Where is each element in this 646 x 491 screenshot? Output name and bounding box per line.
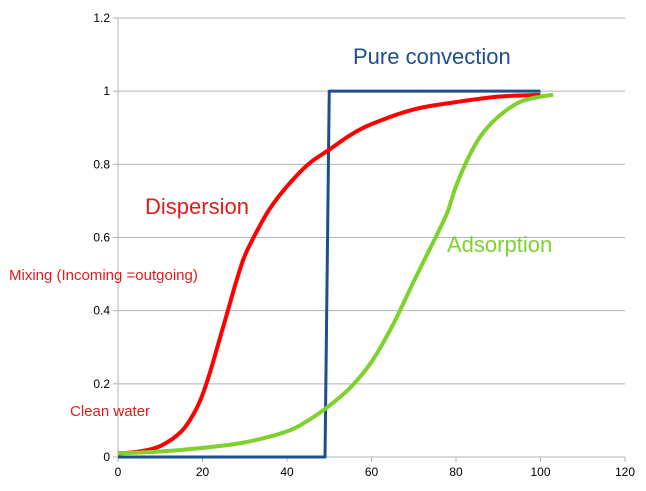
x-tick-label: 40: [280, 465, 294, 479]
y-tick-label: 1: [103, 84, 110, 98]
series-lines: [117, 89, 554, 459]
x-tick-label: 20: [196, 465, 210, 479]
y-tick-label: 0.6: [93, 231, 110, 245]
y-tick-label: 0.8: [93, 157, 110, 171]
annotation-adsorption: Adsorption: [447, 232, 552, 257]
y-tick-label: 0: [103, 450, 110, 464]
x-tick-label: 100: [530, 465, 550, 479]
annotation-clean-water: Clean water: [70, 403, 150, 420]
annotation-dispersion: Dispersion: [145, 194, 249, 219]
series-line-pure-convection: [118, 89, 541, 459]
x-tick-label: 120: [615, 465, 635, 479]
y-tick-label: 1.2: [93, 11, 110, 25]
tick-labels: 0 0.2 0.4 0.6 0.8 1 1.2 0 20 40 60 80 100 120: [93, 11, 635, 479]
x-tick-label: 60: [365, 465, 379, 479]
x-tick-label: 80: [449, 465, 463, 479]
series-line-dispersion: [117, 92, 541, 456]
annotations: Pure convection Dispersion Adsorption Mi…: [9, 44, 552, 420]
x-tick-label: 0: [115, 465, 122, 479]
y-tick-label: 0.2: [93, 377, 110, 391]
annotation-mixing: Mixing (Incoming =outgoing): [9, 267, 198, 284]
y-tick-label: 0.4: [93, 304, 110, 318]
annotation-pure-convection: Pure convection: [353, 44, 511, 69]
series-line-adsorption: [117, 92, 554, 456]
